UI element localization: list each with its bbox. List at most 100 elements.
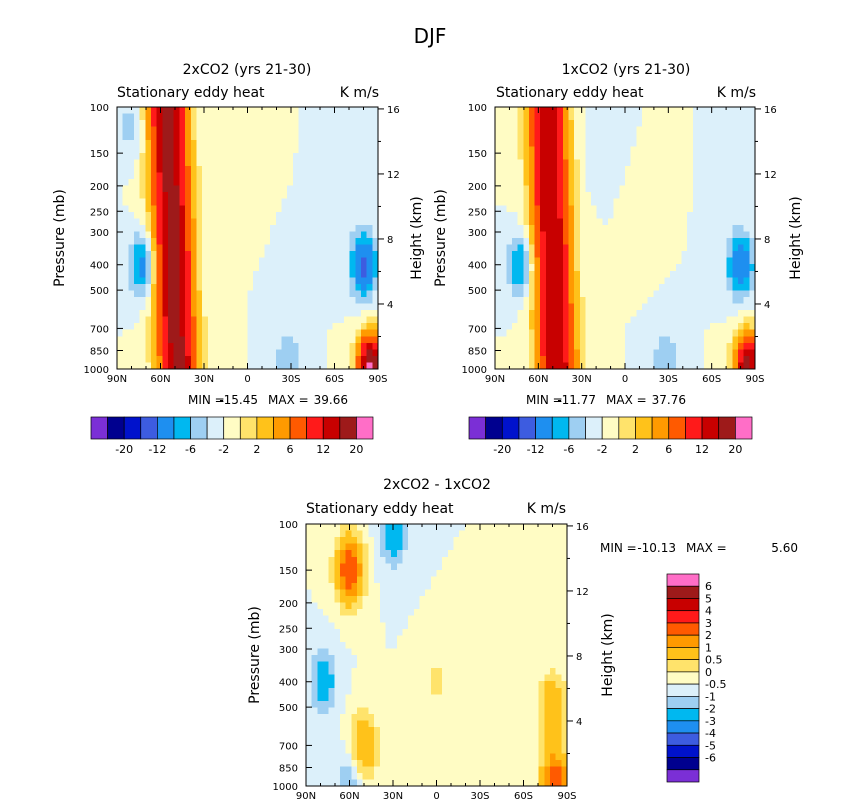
field-cell (275, 303, 283, 311)
field-cell (122, 165, 129, 174)
field-cell (658, 133, 666, 141)
field-cell (264, 251, 271, 259)
field-cell (185, 316, 192, 324)
field-cell (540, 323, 547, 331)
field-cell (374, 648, 381, 656)
field-cell (311, 668, 318, 676)
field-cell (534, 349, 541, 357)
field-cell (145, 310, 152, 318)
field-cell (675, 198, 683, 206)
field-cell (340, 772, 347, 781)
field-cell (349, 152, 356, 160)
field-cell (151, 323, 158, 331)
field-cell (162, 211, 169, 219)
field-cell (574, 120, 581, 128)
field-cell (264, 165, 271, 174)
field-cell (168, 244, 175, 252)
field-cell (596, 264, 603, 272)
field-cell (372, 205, 379, 213)
y-tick-label: 250 (90, 207, 109, 218)
field-cell (500, 218, 507, 226)
field-cell (139, 270, 146, 278)
field-cell (732, 172, 739, 180)
field-cell (298, 120, 305, 128)
field-cell (630, 290, 637, 298)
field-cell (664, 172, 671, 180)
field-cell (641, 185, 649, 193)
field-cell (419, 687, 426, 695)
field-cell (343, 316, 351, 324)
field-cell (372, 120, 379, 128)
field-cell (224, 323, 232, 331)
field-cell (139, 120, 146, 128)
field-cell (317, 602, 324, 610)
field-cell (500, 211, 507, 219)
field-cell (704, 296, 711, 305)
field-cell (219, 349, 226, 357)
field-cell (230, 362, 237, 370)
field-cell (495, 336, 502, 344)
field-cell (219, 165, 226, 174)
field-cell (675, 257, 683, 265)
field-cell (585, 152, 592, 160)
field-cell (495, 290, 502, 298)
field-cell (379, 648, 387, 656)
field-cell (613, 172, 620, 180)
field-cell (402, 655, 409, 663)
field-cell (368, 687, 375, 695)
field-cell (408, 628, 415, 636)
field-cell (374, 700, 381, 708)
field-cell (568, 198, 575, 206)
field-cell (447, 668, 455, 676)
field-cell (332, 290, 339, 298)
field-cell (190, 211, 198, 219)
field-cell (139, 238, 146, 246)
field-cell (442, 628, 449, 636)
field-cell (145, 185, 152, 193)
field-cell (304, 139, 311, 147)
field-cell (528, 179, 536, 187)
field-cell (145, 218, 152, 226)
field-cell (122, 362, 129, 370)
field-cell (391, 668, 398, 676)
field-cell (670, 107, 677, 115)
field-cell (185, 120, 192, 128)
field-cell (721, 238, 728, 246)
field-cell (374, 530, 381, 538)
field-cell (568, 296, 575, 305)
field-cell (658, 139, 666, 147)
field-cell (721, 139, 728, 147)
field-cell (551, 336, 558, 344)
field-cell (721, 355, 728, 364)
field-cell (196, 264, 203, 272)
field-cell (340, 609, 347, 617)
field-cell (681, 211, 688, 219)
field-cell (247, 316, 254, 324)
field-cell (190, 251, 198, 259)
field-cell (258, 231, 266, 239)
field-cell (321, 264, 328, 272)
field-cell (608, 107, 615, 115)
field-cell (528, 205, 536, 213)
field-cell (551, 218, 558, 226)
field-cell (658, 316, 666, 324)
y2-tick-label: 8 (387, 235, 393, 246)
field-cell (340, 687, 347, 695)
field-cell (692, 296, 700, 305)
field-cell (224, 192, 232, 200)
field-cell (675, 179, 683, 187)
field-cell (641, 133, 649, 141)
field-cell (196, 310, 203, 318)
field-cell (670, 257, 677, 265)
field-cell (287, 323, 294, 331)
field-cell (419, 707, 426, 715)
field-cell (551, 120, 558, 128)
field-cell (343, 362, 351, 370)
field-cell (551, 179, 558, 187)
field-cell (351, 681, 358, 689)
field-cell (704, 224, 711, 233)
field-cell (298, 179, 305, 187)
field-cell (721, 159, 728, 167)
field-cell (568, 355, 575, 364)
field-cell (357, 655, 364, 663)
